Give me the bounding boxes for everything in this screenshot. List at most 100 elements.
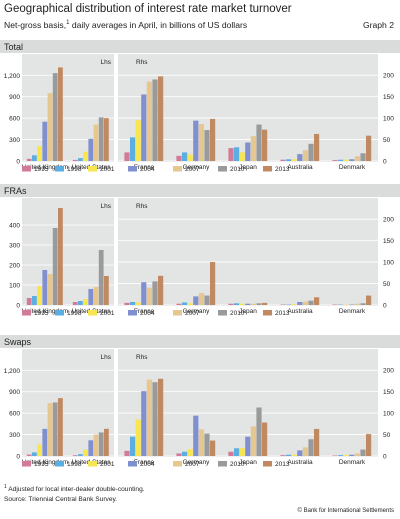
lhs-axis-label: Lhs <box>101 203 112 210</box>
legend-label-2010: 2010 <box>230 310 245 317</box>
bar-united-states-1998 <box>78 454 83 456</box>
legend-swatch-2007 <box>173 461 182 467</box>
bar-australia-1995 <box>280 455 286 456</box>
bar-germany-2010 <box>204 295 210 305</box>
lhs-tick-label: 0 <box>16 303 20 310</box>
rhs-axis-label: Rhs <box>136 59 148 66</box>
bar-france-2007 <box>146 287 152 305</box>
bar-germany-1998 <box>182 451 188 456</box>
legend-label-2004: 2004 <box>140 461 155 468</box>
bar-united-states-2013 <box>104 428 109 456</box>
legend-label-1995: 1995 <box>34 461 49 468</box>
legend-label-2007: 2007 <box>185 310 200 317</box>
bar-denmark-2001 <box>343 455 349 456</box>
bar-united-kingdom-1998 <box>32 296 37 305</box>
legend-swatch-2010 <box>218 461 227 467</box>
bar-japan-1998 <box>234 303 240 305</box>
bar-denmark-2004 <box>349 454 355 456</box>
bar-japan-2010 <box>256 303 262 305</box>
legend-label-2013: 2013 <box>275 166 290 173</box>
bar-united-states-2004 <box>88 440 94 456</box>
legend-label-1998: 1998 <box>67 461 82 468</box>
bar-japan-1995 <box>228 303 234 305</box>
bar-united-kingdom-1995 <box>26 158 32 161</box>
legend-swatch-2007 <box>173 166 182 172</box>
bar-japan-2007 <box>250 426 256 456</box>
panel-total: Total 0 300 600 900 1,200 0 50 100 150 200 Lhs Rhs Un… <box>0 40 400 173</box>
bar-france-1995 <box>124 152 130 161</box>
legend-label-1995: 1995 <box>34 166 49 173</box>
bar-australia-1995 <box>280 159 286 161</box>
bar-japan-2007 <box>250 136 256 161</box>
bar-united-kingdom-2004 <box>42 270 48 305</box>
rhs-axis-label: Rhs <box>136 203 148 210</box>
legend-label-2004: 2004 <box>140 310 155 317</box>
bar-australia-1998 <box>286 159 292 161</box>
bar-united-kingdom-2010 <box>52 228 58 305</box>
rhs-axis-label: Rhs <box>136 354 148 361</box>
lhs-axis-label: Lhs <box>101 59 112 66</box>
bar-australia-2010 <box>308 439 314 456</box>
bar-germany-2007 <box>198 292 204 305</box>
legend-swatch-1998 <box>55 461 64 467</box>
graph-number-label: Graph 2 <box>362 20 394 30</box>
lhs-tick-label: 200 <box>9 263 20 270</box>
legend-label-1995: 1995 <box>34 310 49 317</box>
bar-united-kingdom-1998 <box>32 452 37 456</box>
legend-swatch-1998 <box>55 166 64 172</box>
bar-france-2004 <box>141 94 147 161</box>
legend-label-2004: 2004 <box>140 166 155 173</box>
copyright-note: © Bank for International Settlements <box>297 508 394 514</box>
bar-united-states-1995 <box>72 455 78 456</box>
bar-united-kingdom-2007 <box>47 403 53 456</box>
bar-united-states-2004 <box>88 138 94 161</box>
bar-france-1998 <box>130 436 136 456</box>
legend-swatch-2001 <box>88 461 97 467</box>
bar-japan-1998 <box>234 448 240 456</box>
bar-united-states-2001 <box>83 151 88 161</box>
bar-germany-2004 <box>193 415 199 456</box>
category-label: United Kingdom <box>22 459 68 466</box>
bar-france-2001 <box>135 120 141 161</box>
lhs-tick-label: 0 <box>16 159 20 166</box>
bar-japan-1998 <box>234 147 240 161</box>
bar-japan-2004 <box>245 436 251 456</box>
legend-label-2001: 2001 <box>100 166 115 173</box>
bar-denmark-2010 <box>360 303 366 305</box>
bar-france-2001 <box>135 302 141 305</box>
bar-japan-2004 <box>245 303 251 305</box>
rhs-tick-label: 150 <box>383 238 394 245</box>
rhs-tick-label: 200 <box>383 73 394 80</box>
bar-australia-2001 <box>291 454 297 456</box>
bar-denmark-2007 <box>354 156 360 161</box>
bar-france-2013 <box>158 76 164 161</box>
bar-australia-2004 <box>297 450 303 456</box>
bar-united-kingdom-2007 <box>47 93 53 161</box>
bar-australia-2001 <box>291 304 297 305</box>
bar-denmark-1998 <box>338 159 344 161</box>
bar-united-states-1998 <box>78 301 83 305</box>
bar-denmark-2010 <box>360 449 366 456</box>
bar-united-states-2010 <box>98 432 104 456</box>
bar-united-kingdom-2007 <box>47 274 53 305</box>
rhs-tick-label: 0 <box>383 454 387 461</box>
chart-subtitle: Net-gross basis,1 daily averages in Apri… <box>4 20 248 30</box>
bar-france-1998 <box>130 301 136 305</box>
bar-germany-2001 <box>187 449 193 456</box>
legend-swatch-1995 <box>22 461 31 467</box>
bar-united-kingdom-2001 <box>37 146 42 161</box>
legend-label-2010: 2010 <box>230 166 245 173</box>
bar-france-2004 <box>141 391 147 456</box>
bar-denmark-2007 <box>354 303 360 305</box>
bar-france-1995 <box>124 450 130 456</box>
bar-united-states-2007 <box>93 287 99 305</box>
bar-united-kingdom-2010 <box>52 73 58 161</box>
bar-germany-2004 <box>193 296 199 305</box>
panel-title: Total <box>4 42 23 52</box>
bar-france-2007 <box>146 379 152 456</box>
bar-france-1995 <box>124 302 130 305</box>
bar-united-kingdom-1998 <box>32 155 37 161</box>
bar-japan-2007 <box>250 303 256 305</box>
bar-united-states-2010 <box>98 250 104 305</box>
legend-swatch-2004 <box>128 461 137 467</box>
